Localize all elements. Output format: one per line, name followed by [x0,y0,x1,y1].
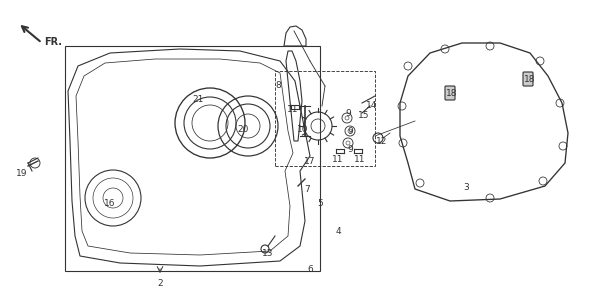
Text: 4: 4 [335,226,341,235]
Text: 18: 18 [525,75,536,83]
Text: 17: 17 [304,157,316,166]
FancyBboxPatch shape [445,86,455,100]
Text: 6: 6 [307,265,313,274]
Text: 21: 21 [192,95,204,104]
Text: 18: 18 [446,89,458,98]
Text: 9: 9 [347,126,353,135]
Text: 9: 9 [347,144,353,154]
Text: 8: 8 [275,82,281,91]
Text: 9: 9 [345,108,351,117]
Text: 19: 19 [17,169,28,178]
Text: 13: 13 [262,250,274,259]
Text: 15: 15 [358,110,370,119]
Text: 3: 3 [463,184,469,193]
FancyBboxPatch shape [523,72,533,86]
Text: 11: 11 [354,154,366,163]
Text: 2: 2 [157,278,163,287]
Text: 10: 10 [297,125,309,134]
Text: 11: 11 [287,104,299,113]
Text: 7: 7 [304,185,310,194]
Text: 14: 14 [366,101,378,110]
Text: 12: 12 [376,136,388,145]
Text: FR.: FR. [44,37,62,47]
Text: 16: 16 [104,200,116,209]
Text: 11: 11 [332,154,344,163]
Text: 20: 20 [237,125,249,134]
Text: 5: 5 [317,198,323,207]
